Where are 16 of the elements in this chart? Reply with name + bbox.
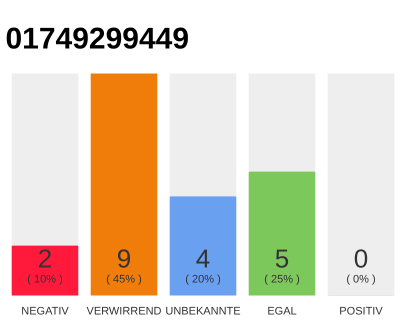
x-tick-label: EGAL (267, 306, 297, 318)
x-tick-label: NEGATIV (21, 306, 70, 318)
x-tick-label: UNBEKANNTE (165, 306, 241, 318)
annotation: ( 20% ) (185, 274, 221, 286)
data-label: 9 (116, 244, 132, 274)
annotation: ( 0% ) (346, 274, 376, 286)
chart-title: 01749299449 (6, 22, 190, 56)
annotation: ( 10% ) (27, 274, 63, 286)
x-tick-label: POSITIV (339, 306, 384, 318)
x-tick-label: VERWIRREND (86, 306, 162, 318)
data-label: 0 (354, 244, 368, 274)
annotation: ( 45% ) (106, 274, 142, 286)
annotation: ( 25% ) (264, 274, 300, 286)
data-label: 5 (274, 244, 290, 274)
data-label: 2 (38, 244, 52, 274)
data-label: 4 (196, 244, 210, 274)
